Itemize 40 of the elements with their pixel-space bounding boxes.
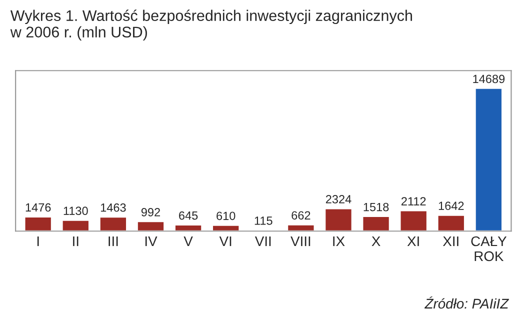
x-tick-label: VII <box>254 236 271 246</box>
x-tick-label: V <box>184 236 193 246</box>
x-tick-label: VI <box>219 236 232 246</box>
data-label: 610 <box>216 212 236 220</box>
data-label: 115 <box>254 216 272 225</box>
x-tick-label: VIII <box>290 236 310 246</box>
data-label: 1642 <box>438 202 464 210</box>
bar <box>24 216 52 232</box>
x-tick-label: III <box>108 236 118 246</box>
bar <box>174 224 203 232</box>
bar <box>399 210 428 232</box>
x-tick-label: X <box>372 236 380 246</box>
data-label: 1518 <box>364 202 389 212</box>
data-label: 992 <box>141 208 160 216</box>
x-tick-label: CAŁY ROK <box>471 236 507 262</box>
x-tick-label: XII <box>442 236 458 246</box>
data-label: 1463 <box>100 203 126 212</box>
data-label: 1476 <box>26 203 51 212</box>
chart-title: Wykres 1. Wartość bezpośrednich inwestycji zagranicznych w 2006 r. (mln USD) <box>10 10 412 40</box>
data-label: 662 <box>292 211 310 220</box>
bar <box>98 216 128 232</box>
bar <box>474 88 503 232</box>
x-tick-label: II <box>73 236 78 246</box>
x-tick-label: XI <box>407 236 419 246</box>
data-label: 2324 <box>326 195 352 204</box>
data-label: 1130 <box>64 206 88 216</box>
bar <box>286 224 316 232</box>
x-tick-label: I <box>37 236 39 246</box>
data-label: 2112 <box>401 197 426 206</box>
x-tick-label: IX <box>333 236 345 246</box>
data-label: 14689 <box>473 74 505 84</box>
text: Źródło: PAIiIZ <box>424 296 510 309</box>
bar <box>61 219 90 232</box>
bar <box>362 216 390 232</box>
bar <box>324 208 353 232</box>
data-label: 645 <box>179 211 198 220</box>
bar <box>436 214 466 232</box>
bar <box>212 224 240 232</box>
x-tick-label: IV <box>145 236 158 246</box>
bar <box>136 220 165 232</box>
